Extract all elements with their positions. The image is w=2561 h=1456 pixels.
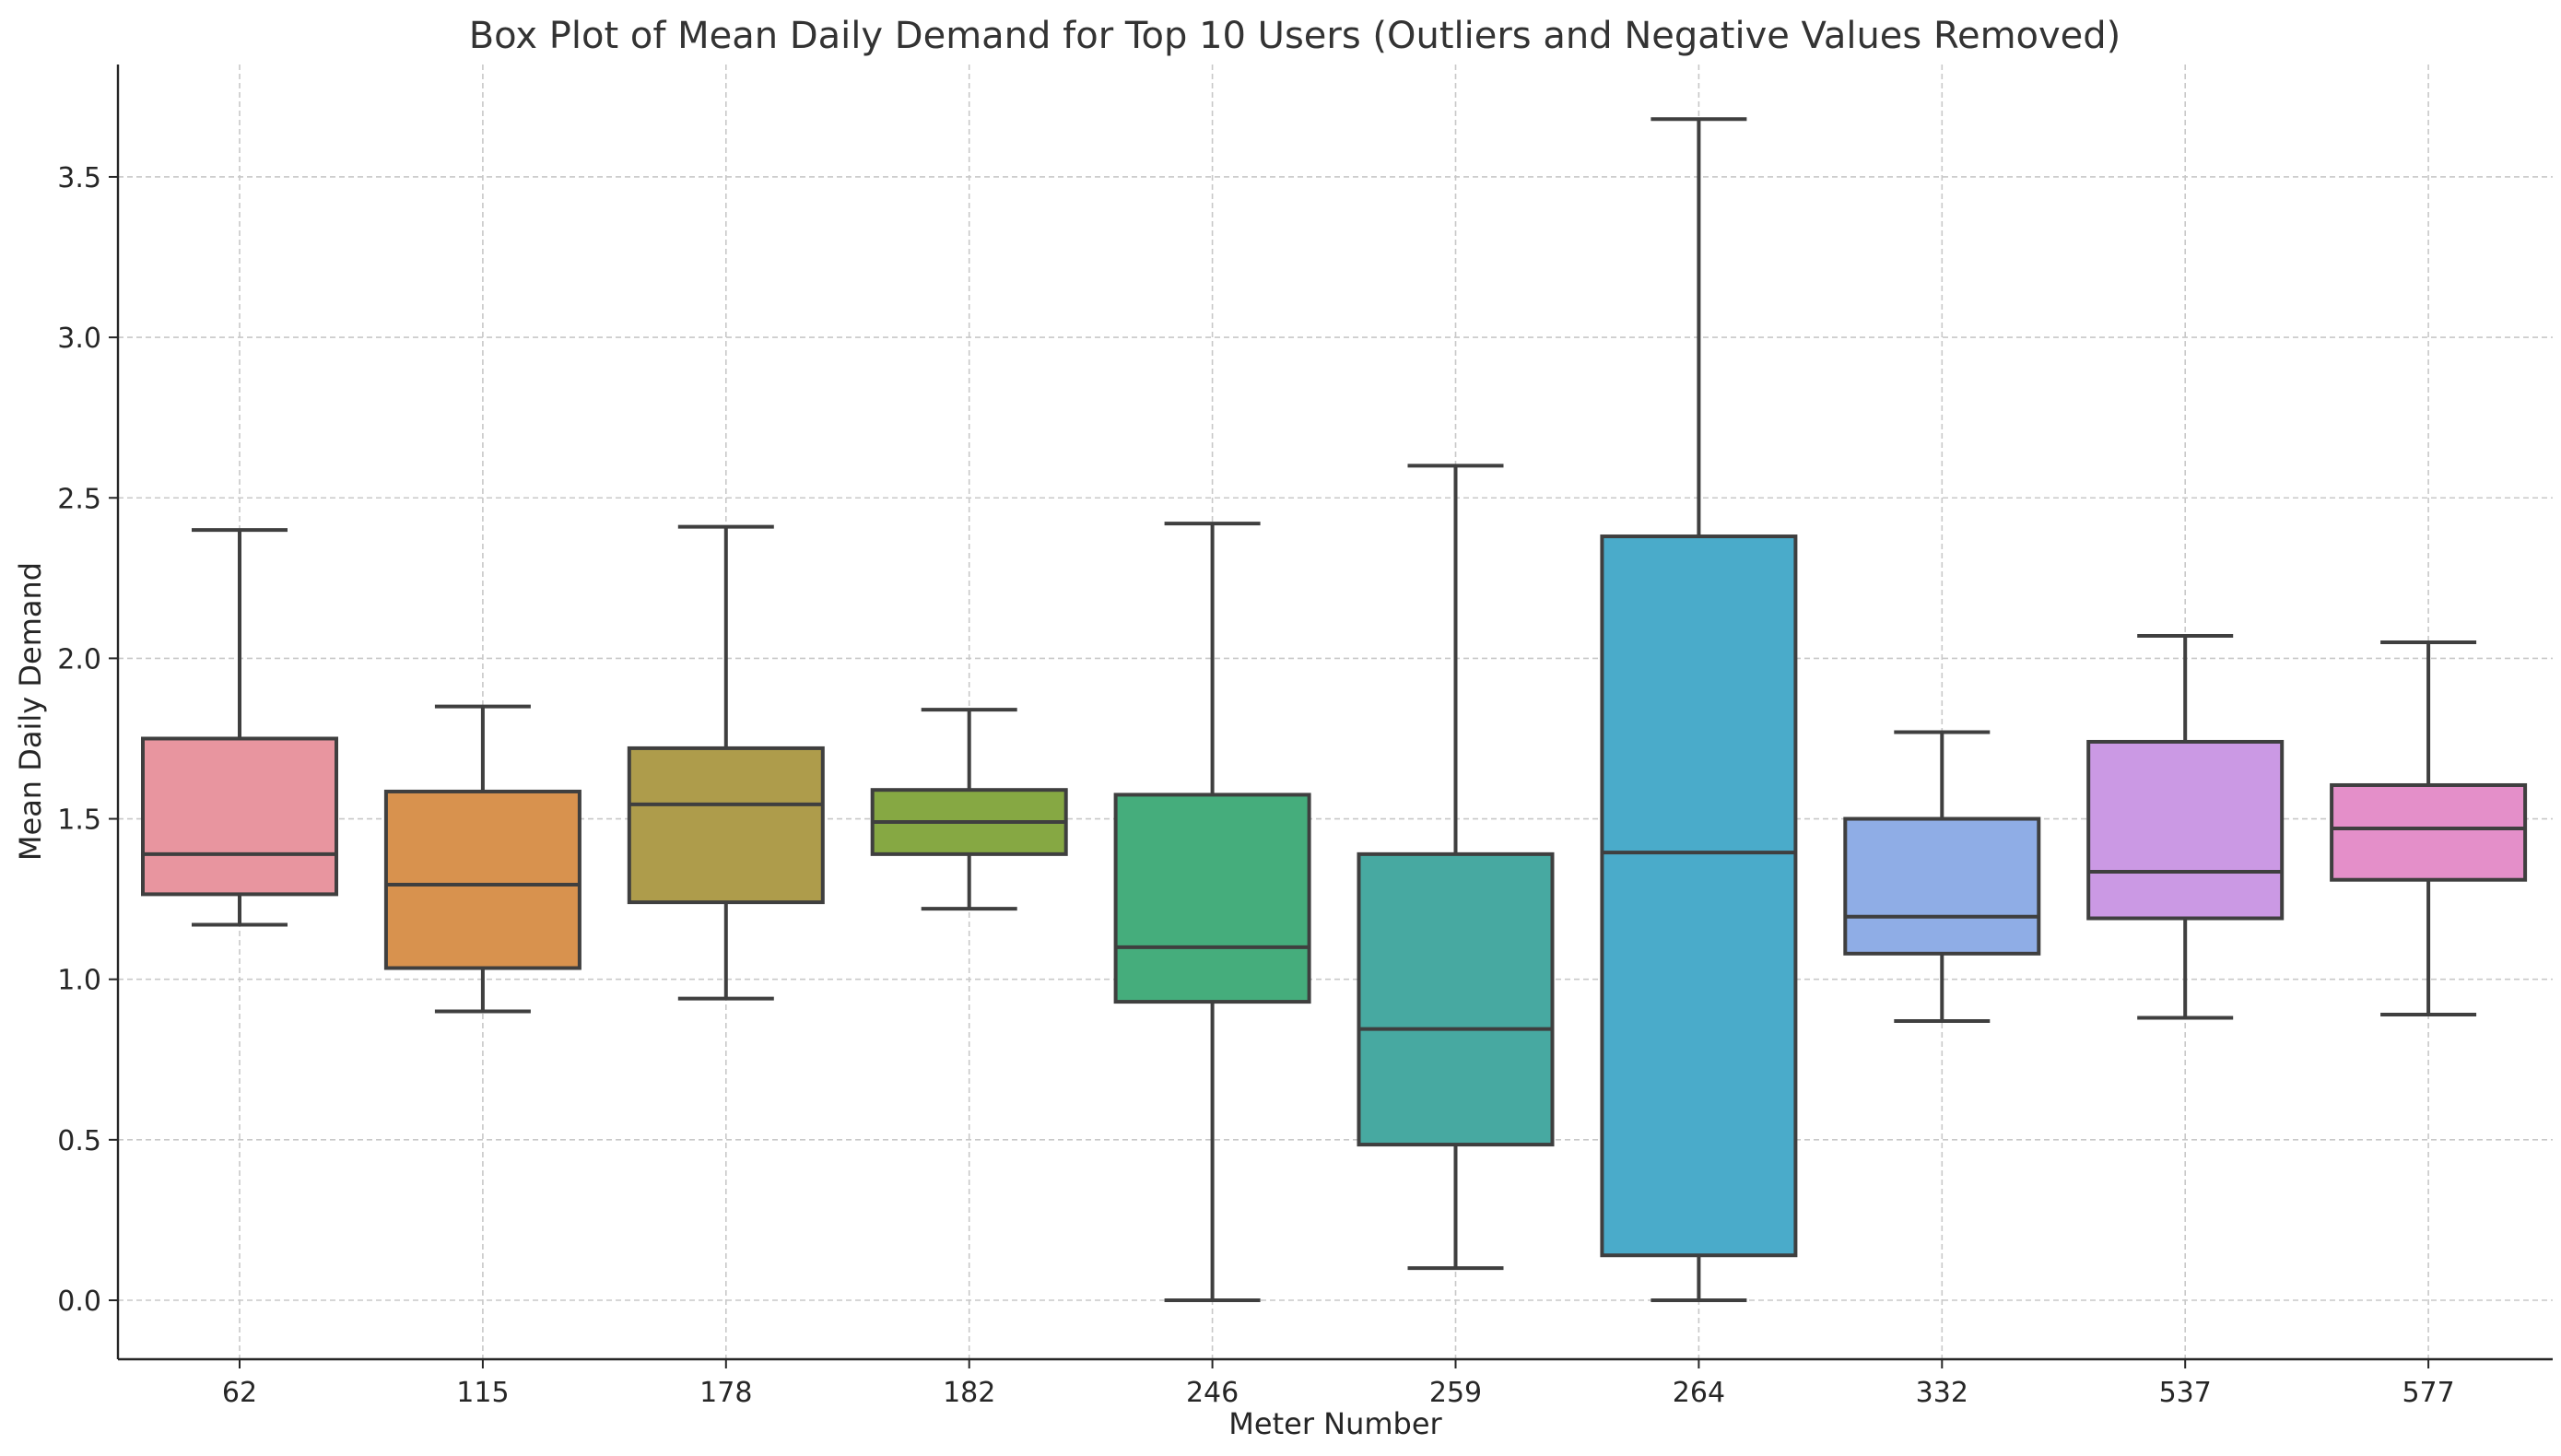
x-tick-label: 246 bbox=[1186, 1377, 1239, 1409]
y-axis-label: Mean Daily Demand bbox=[13, 562, 48, 861]
iqr-box bbox=[1113, 793, 1311, 1004]
iqr-box bbox=[1843, 816, 2041, 956]
box-meter-264 bbox=[1600, 117, 1798, 1302]
x-tick-label: 178 bbox=[699, 1377, 752, 1409]
tick-labels: 0.0 0.5 1.0 1.5 2.0 2.5 3.0 3.5 62 115 178 182 246 25… bbox=[57, 162, 2454, 1409]
axes bbox=[116, 65, 2553, 1361]
x-tick-label: 264 bbox=[1673, 1377, 1725, 1409]
x-tick-label: 62 bbox=[222, 1377, 257, 1409]
y-tick-label: 2.5 bbox=[57, 483, 101, 515]
iqr-box bbox=[2330, 782, 2528, 882]
x-tick-label: 259 bbox=[1429, 1377, 1482, 1409]
box-meter-178 bbox=[627, 524, 825, 1001]
iqr-box bbox=[2086, 739, 2285, 921]
y-tick-label: 0.5 bbox=[57, 1125, 101, 1157]
iqr-box bbox=[627, 746, 825, 905]
iqr-box bbox=[383, 789, 582, 970]
chart-title: Box Plot of Mean Daily Demand for Top 10… bbox=[469, 15, 2121, 57]
x-tick-label: 332 bbox=[1916, 1377, 1968, 1409]
box-meter-332 bbox=[1843, 730, 2041, 1023]
box-meter-115 bbox=[383, 704, 582, 1014]
y-tick-label: 3.0 bbox=[57, 323, 101, 355]
y-tick-label: 2.0 bbox=[57, 643, 101, 675]
iqr-box bbox=[1357, 851, 1555, 1147]
y-tick-label: 0.0 bbox=[57, 1286, 101, 1318]
box-meter-259 bbox=[1357, 464, 1555, 1271]
x-tick-label: 537 bbox=[2159, 1377, 2212, 1409]
y-tick-label: 3.5 bbox=[57, 162, 101, 194]
x-axis-label: Meter Number bbox=[1228, 1406, 1442, 1441]
x-tick-label: 182 bbox=[943, 1377, 995, 1409]
y-tick-label: 1.0 bbox=[57, 965, 101, 997]
iqr-box bbox=[141, 736, 338, 897]
box-meter-62 bbox=[141, 528, 338, 927]
box-meter-246 bbox=[1113, 522, 1311, 1302]
boxes bbox=[141, 117, 2528, 1302]
x-tick-label: 577 bbox=[2402, 1377, 2454, 1409]
box-meter-537 bbox=[2086, 634, 2285, 1020]
box-meter-182 bbox=[870, 708, 1068, 911]
y-tick-label: 1.5 bbox=[57, 804, 101, 837]
iqr-box bbox=[1600, 534, 1798, 1258]
box-meter-577 bbox=[2330, 640, 2528, 1017]
x-tick-label: 115 bbox=[456, 1377, 509, 1409]
